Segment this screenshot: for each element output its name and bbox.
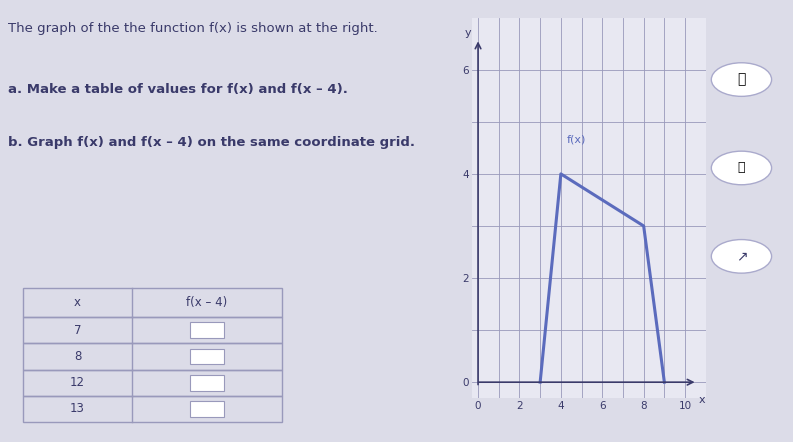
- Text: f(x – 4): f(x – 4): [186, 296, 228, 309]
- Bar: [190, 401, 224, 417]
- Text: a. Make a table of values for f(x) and f(x – 4).: a. Make a table of values for f(x) and f…: [8, 83, 348, 96]
- Bar: [23, 396, 282, 422]
- Text: 8: 8: [74, 350, 81, 363]
- Text: b. Graph f(x) and f(x – 4) on the same coordinate grid.: b. Graph f(x) and f(x – 4) on the same c…: [8, 136, 415, 149]
- Bar: [23, 288, 282, 317]
- Text: 12: 12: [70, 376, 85, 389]
- Bar: [190, 349, 224, 364]
- Text: 🔍: 🔍: [737, 72, 745, 87]
- Bar: [23, 343, 282, 370]
- Text: x: x: [699, 396, 705, 405]
- Bar: [190, 375, 224, 391]
- Text: The graph of the the function f(x) is shown at the right.: The graph of the the function f(x) is sh…: [8, 22, 377, 35]
- Text: 🔍: 🔍: [737, 161, 745, 175]
- Text: 7: 7: [74, 324, 81, 337]
- Bar: [190, 322, 224, 338]
- Text: f(x): f(x): [567, 135, 587, 145]
- Text: ↗: ↗: [736, 249, 747, 263]
- Bar: [23, 370, 282, 396]
- Text: y: y: [465, 28, 471, 38]
- Text: 13: 13: [70, 403, 85, 415]
- Text: x: x: [74, 296, 81, 309]
- Bar: [23, 317, 282, 343]
